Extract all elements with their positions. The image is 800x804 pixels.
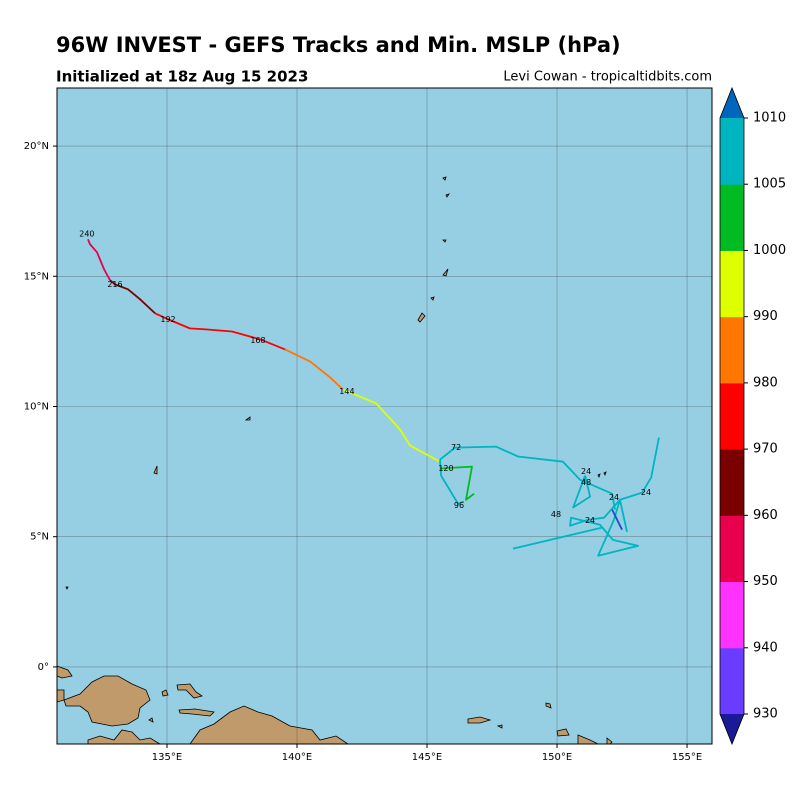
hour-label: 240	[79, 230, 94, 239]
colorbar-segment	[720, 515, 744, 583]
hour-label: 192	[160, 315, 175, 324]
colorbar-segment	[720, 316, 744, 384]
hour-label: 72	[451, 443, 461, 452]
ocean	[57, 88, 712, 744]
colorbar: 930 940 950 960 970 980 990 1000 1005 1010	[719, 86, 786, 746]
colorbar-label: 950	[753, 574, 778, 589]
track	[439, 465, 475, 501]
colorbar-label: 1005	[753, 177, 786, 192]
track	[342, 388, 441, 463]
hour-label: 144	[339, 387, 354, 396]
hour-label: 24	[609, 493, 619, 502]
hour-label: 120	[438, 464, 453, 473]
track	[284, 348, 344, 391]
x-tick-label: 145°E	[412, 752, 442, 763]
hour-label: 48	[581, 478, 591, 487]
grid	[57, 88, 712, 744]
map-frame	[56, 87, 713, 745]
colorbar-segment	[720, 647, 744, 715]
track	[154, 312, 286, 351]
colorbar-segment	[720, 581, 744, 649]
title: 96W INVEST - GEFS Tracks and Min. MSLP (…	[56, 33, 621, 57]
x-tick-label: 140°E	[282, 752, 312, 763]
hour-label: 24	[641, 488, 651, 497]
track	[512, 526, 603, 550]
x-tick-label: 135°E	[152, 752, 182, 763]
hour-label: 168	[250, 336, 265, 345]
y-tick-label: 0°	[38, 662, 49, 673]
track	[611, 509, 623, 531]
hour-label: 24	[581, 467, 591, 476]
y-tick-label: 20°N	[24, 141, 49, 152]
hour-label: 96	[454, 501, 464, 510]
hour-label: 216	[107, 280, 122, 289]
colorbar-segment	[720, 118, 744, 185]
land	[56, 176, 613, 745]
colorbar-label: 930	[753, 707, 778, 722]
track	[572, 475, 591, 509]
colorbar-label: 990	[753, 309, 778, 324]
colorbar-label: 940	[753, 640, 778, 655]
colorbar-segment	[720, 449, 744, 516]
track	[109, 279, 156, 314]
track	[87, 238, 111, 281]
colorbar-label: 970	[753, 442, 778, 457]
x-tick-label: 150°E	[542, 752, 572, 763]
colorbar-label: 1000	[753, 243, 786, 258]
track	[569, 437, 660, 557]
colorbar-label: 960	[753, 508, 778, 523]
colorbar-segment	[720, 184, 744, 251]
tracks	[87, 238, 660, 557]
hour-label: 48	[551, 510, 561, 519]
track	[439, 445, 616, 510]
y-tick-label: 15°N	[24, 271, 49, 282]
colorbar-label: 980	[753, 375, 778, 390]
hour-label: 24	[585, 516, 595, 525]
subtitle: Initialized at 18z Aug 15 2023	[56, 68, 308, 86]
x-tick-label: 155°E	[672, 752, 702, 763]
colorbar-over	[720, 88, 744, 118]
colorbar-label: 1010	[753, 111, 786, 126]
hour-labels: 240 216 192 168 144 120 96 72 48 24 24 24 48 24	[79, 230, 651, 525]
colorbar-segment	[720, 250, 744, 318]
colorbar-under	[720, 714, 744, 744]
colorbar-segment	[720, 382, 744, 450]
axis-labels: 135°E 140°E 145°E 150°E 155°E 0° 5°N 10°N 15°N 20…	[24, 141, 702, 763]
y-tick-label: 5°N	[30, 532, 49, 543]
credit: Levi Cowan - tropicaltidbits.com	[503, 70, 712, 85]
y-tick-label: 10°N	[24, 401, 49, 412]
